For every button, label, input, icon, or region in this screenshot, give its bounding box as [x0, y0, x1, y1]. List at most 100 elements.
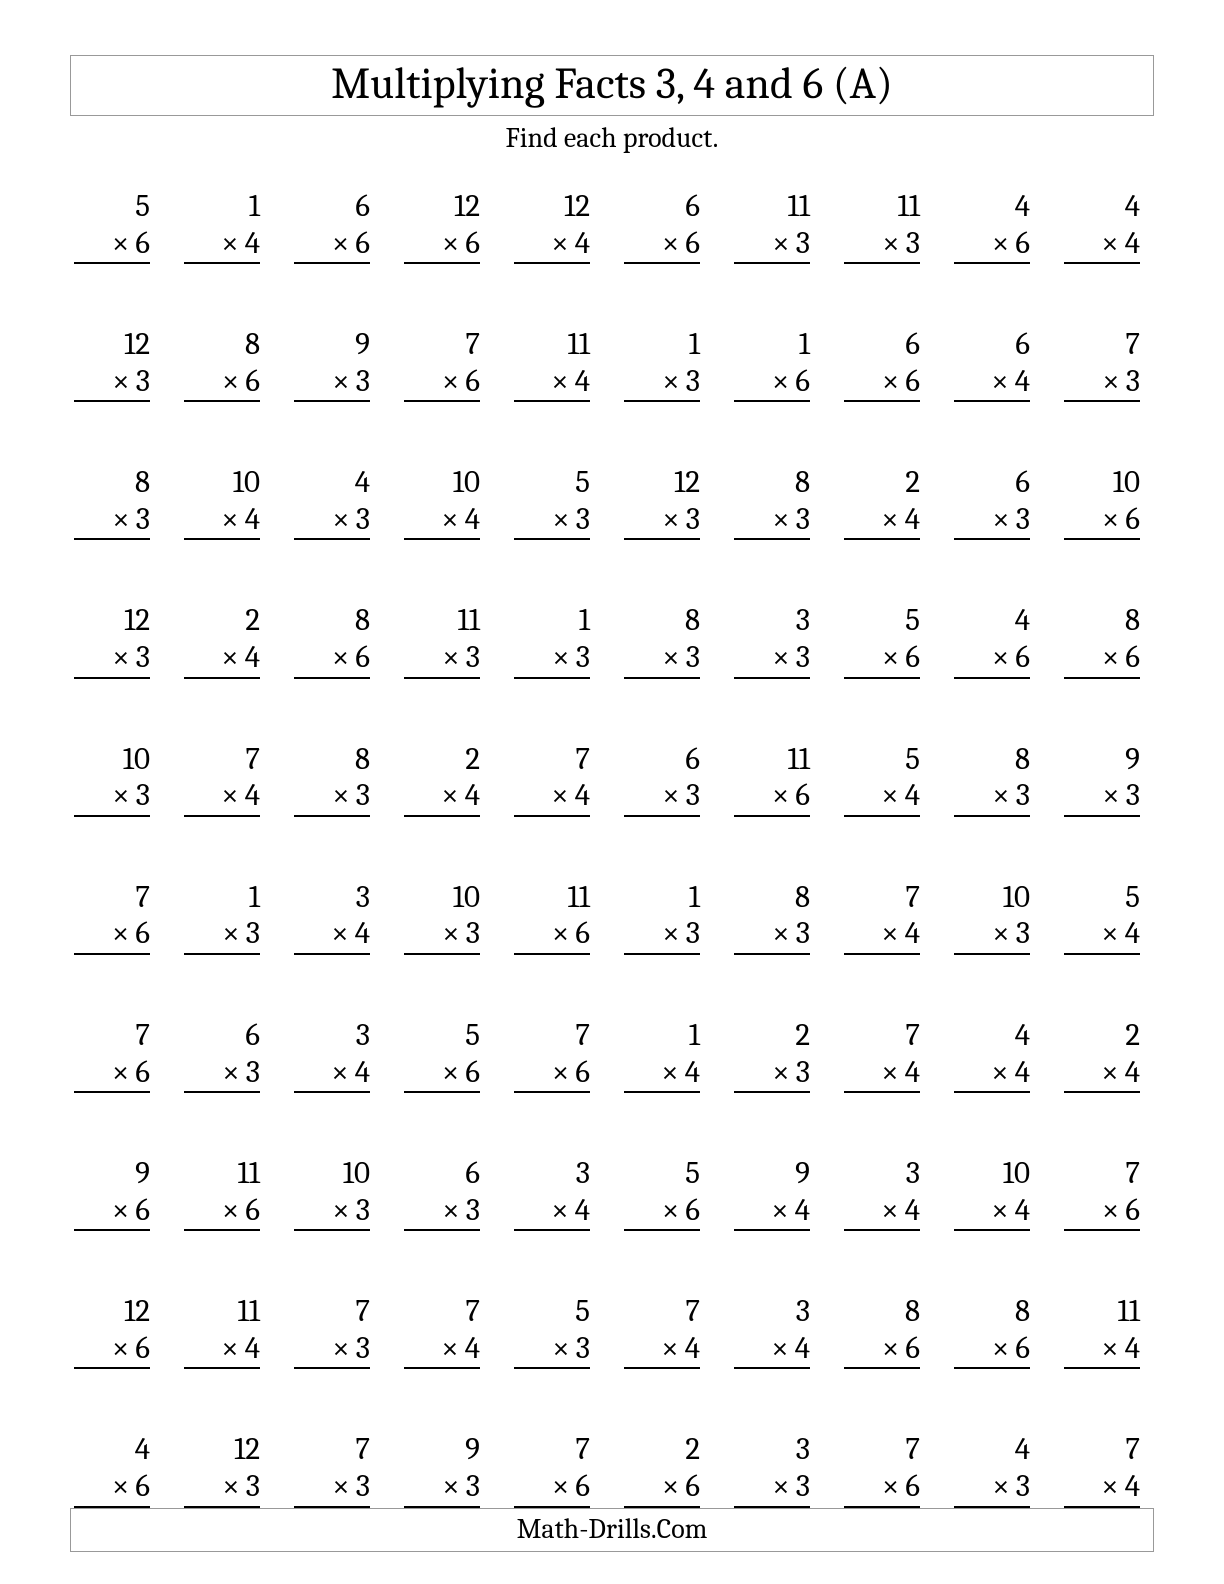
problem: 10× 3 — [954, 879, 1040, 955]
problem: 7× 6 — [514, 1431, 600, 1507]
multiplier-row: × 3 — [74, 777, 150, 817]
multiplicand: 7 — [514, 1017, 590, 1054]
title-box: Multiplying Facts 3, 4 and 6 (A) — [70, 55, 1154, 116]
multiplier-row: × 4 — [404, 777, 480, 817]
problem: 3× 3 — [734, 602, 820, 678]
multiplier-row: × 3 — [404, 915, 480, 955]
multiplicand: 7 — [1064, 326, 1140, 363]
multiplicand: 9 — [1064, 741, 1140, 778]
problem: 5× 6 — [844, 602, 930, 678]
multiplier-row: × 3 — [734, 639, 810, 679]
problem: 9× 4 — [734, 1155, 820, 1231]
multiplicand: 4 — [1064, 188, 1140, 225]
multiplier-row: × 4 — [844, 1054, 920, 1094]
multiplier-row: × 4 — [1064, 915, 1140, 955]
multiplier-row: × 6 — [954, 225, 1030, 265]
multiplier-row: × 6 — [294, 639, 370, 679]
problem: 11× 6 — [514, 879, 600, 955]
problem: 9× 3 — [294, 326, 380, 402]
multiplier-row: × 3 — [74, 501, 150, 541]
multiplier-row: × 6 — [844, 1468, 920, 1508]
multiplicand: 11 — [184, 1293, 260, 1330]
multiplier-row: × 6 — [624, 1468, 700, 1508]
multiplier-row: × 4 — [954, 1054, 1030, 1094]
multiplier-row: × 4 — [184, 639, 260, 679]
multiplier-row: × 3 — [184, 915, 260, 955]
multiplicand: 1 — [624, 1017, 700, 1054]
multiplicand: 9 — [734, 1155, 810, 1192]
multiplier-row: × 3 — [514, 639, 590, 679]
multiplicand: 2 — [184, 602, 260, 639]
multiplicand: 7 — [74, 879, 150, 916]
problem: 10× 6 — [1064, 464, 1150, 540]
multiplier-row: × 6 — [1064, 1192, 1140, 1232]
problem: 8× 6 — [954, 1293, 1040, 1369]
multiplicand: 5 — [404, 1017, 480, 1054]
multiplier-row: × 6 — [74, 225, 150, 265]
problem: 7× 4 — [844, 1017, 930, 1093]
multiplicand: 7 — [404, 326, 480, 363]
multiplicand: 8 — [1064, 602, 1140, 639]
multiplicand: 5 — [514, 464, 590, 501]
multiplicand: 7 — [844, 879, 920, 916]
problem: 3× 4 — [844, 1155, 930, 1231]
multiplicand: 9 — [404, 1431, 480, 1468]
multiplicand: 3 — [294, 1017, 370, 1054]
multiplicand: 10 — [954, 879, 1030, 916]
multiplicand: 8 — [74, 464, 150, 501]
footer-box: Math-Drills.Com — [70, 1508, 1154, 1552]
multiplier-row: × 4 — [624, 1054, 700, 1094]
multiplicand: 8 — [294, 602, 370, 639]
multiplicand: 7 — [1064, 1155, 1140, 1192]
multiplier-row: × 3 — [514, 1330, 590, 1370]
problem: 4× 4 — [1064, 188, 1150, 264]
multiplier-row: × 4 — [1064, 225, 1140, 265]
footer-text: Math-Drills.Com — [517, 1513, 708, 1545]
problem: 8× 6 — [1064, 602, 1150, 678]
problem: 2× 3 — [734, 1017, 820, 1093]
problem: 1× 6 — [734, 326, 820, 402]
worksheet-page: Multiplying Facts 3, 4 and 6 (A) Find ea… — [0, 0, 1224, 1584]
multiplier-row: × 4 — [1064, 1468, 1140, 1508]
multiplicand: 1 — [514, 602, 590, 639]
problem: 12× 6 — [74, 1293, 160, 1369]
problem-grid: 5× 61× 46× 612× 612× 46× 611× 311× 34× 6… — [60, 188, 1164, 1508]
problem: 6× 6 — [294, 188, 380, 264]
multiplier-row: × 6 — [624, 225, 700, 265]
multiplier-row: × 4 — [184, 501, 260, 541]
problem: 12× 3 — [74, 602, 160, 678]
problem: 4× 3 — [954, 1431, 1040, 1507]
problem: 7× 6 — [1064, 1155, 1150, 1231]
multiplier-row: × 6 — [294, 225, 370, 265]
multiplier-row: × 4 — [844, 1192, 920, 1232]
problem: 11× 4 — [1064, 1293, 1150, 1369]
problem: 11× 4 — [514, 326, 600, 402]
problem: 4× 6 — [74, 1431, 160, 1507]
multiplier-row: × 3 — [734, 1468, 810, 1508]
multiplicand: 10 — [404, 464, 480, 501]
multiplier-row: × 3 — [624, 639, 700, 679]
problem: 10× 3 — [404, 879, 490, 955]
problem: 7× 4 — [844, 879, 930, 955]
multiplier-row: × 4 — [294, 915, 370, 955]
multiplier-row: × 6 — [1064, 639, 1140, 679]
multiplier-row: × 4 — [734, 1330, 810, 1370]
problem: 7× 3 — [1064, 326, 1150, 402]
multiplier-row: × 3 — [184, 1468, 260, 1508]
multiplier-row: × 6 — [184, 1192, 260, 1232]
multiplicand: 10 — [404, 879, 480, 916]
multiplicand: 4 — [294, 464, 370, 501]
multiplicand: 6 — [294, 188, 370, 225]
multiplicand: 3 — [294, 879, 370, 916]
multiplier-row: × 3 — [954, 777, 1030, 817]
problem: 11× 3 — [734, 188, 820, 264]
problem: 8× 3 — [74, 464, 160, 540]
multiplicand: 7 — [1064, 1431, 1140, 1468]
problem: 3× 4 — [294, 879, 380, 955]
multiplicand: 12 — [514, 188, 590, 225]
problem: 7× 3 — [294, 1431, 380, 1507]
multiplicand: 8 — [734, 879, 810, 916]
multiplier-row: × 3 — [624, 777, 700, 817]
multiplicand: 5 — [74, 188, 150, 225]
multiplicand: 5 — [624, 1155, 700, 1192]
